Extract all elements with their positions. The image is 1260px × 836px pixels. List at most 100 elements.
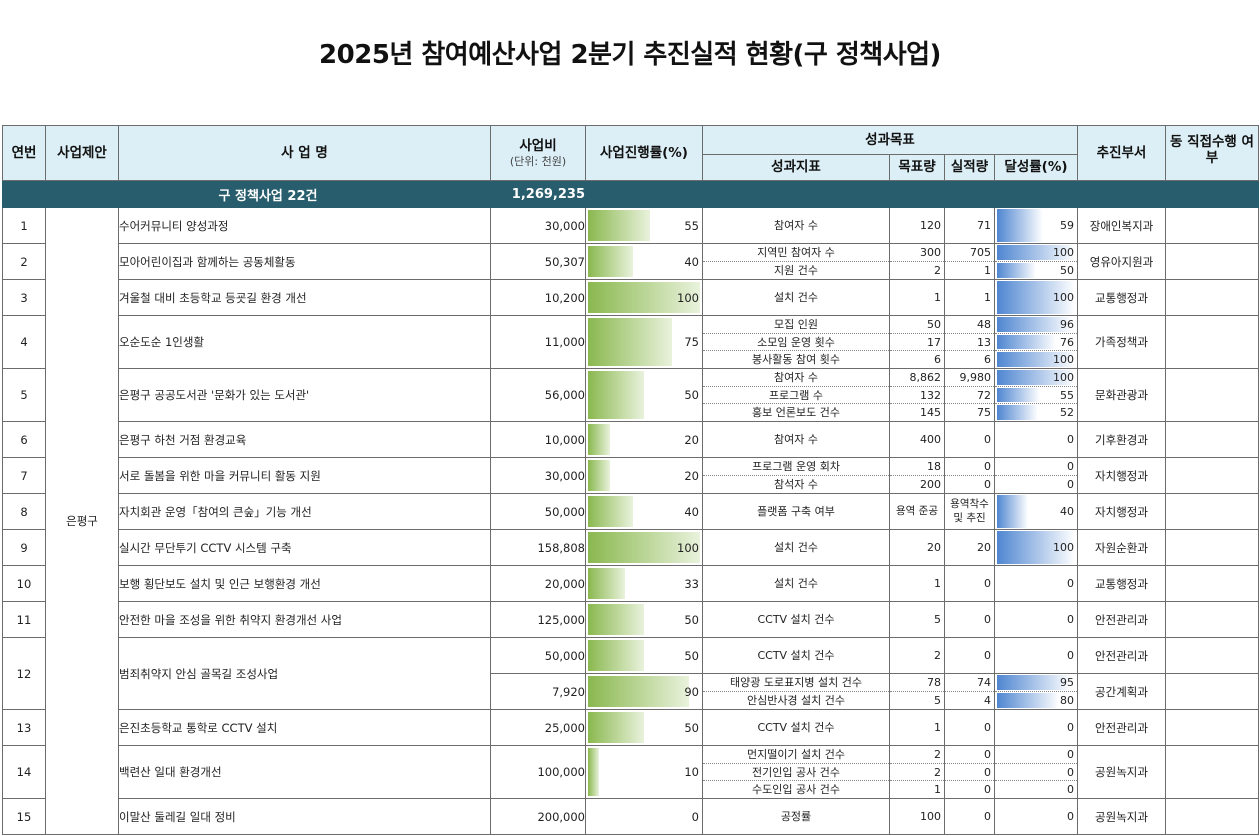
progress-rate-bar: [588, 210, 650, 241]
row-number: 9: [2, 529, 46, 566]
project-name: 모아어린이집과 함께하는 공동체활동: [118, 243, 491, 280]
progress-rate-bar: [588, 318, 672, 366]
progress-rate-bar: [588, 604, 644, 635]
achieve-number: 0: [1067, 721, 1074, 734]
row-number: 8: [2, 493, 46, 530]
project-name: 백련산 일대 환경개선: [118, 745, 491, 799]
achieve-number: 100: [1053, 353, 1074, 367]
actual-value-item: 0: [984, 783, 991, 797]
progress-rate-cell: 0: [585, 798, 703, 835]
target-value-item: 50: [890, 317, 944, 334]
achieve-number: 95: [1060, 676, 1074, 689]
actual-value-item: 0: [984, 649, 991, 662]
direct-execution: [1165, 493, 1259, 530]
indicator-label-item: 모집 인원: [703, 317, 889, 334]
achieve-number: 96: [1060, 317, 1074, 331]
progress-rate-bar: [588, 640, 644, 671]
target-value-item: 용역 준공: [891, 495, 944, 529]
target-value-item: 2: [890, 764, 944, 782]
progress-rate-bar: [588, 371, 644, 419]
actual-value-item: 48: [945, 317, 994, 334]
target-value-item: 1: [934, 291, 941, 304]
direct-execution: [1165, 709, 1259, 746]
target-value-cell: 78 5: [889, 673, 945, 710]
achieve-value-item: 0: [996, 567, 1077, 601]
achieve-value-cell: 0: [994, 565, 1078, 602]
achieve-value-cell: 0 0 0: [994, 745, 1078, 799]
actual-value-item: 0: [984, 577, 991, 590]
department: 자치행정과: [1077, 457, 1166, 494]
achieve-bar: [997, 693, 1060, 708]
target-value-cell: 1: [889, 565, 945, 602]
progress-rate-cell: 33: [585, 565, 703, 602]
table-row: 5 은평구 공공도서관 '문화가 있는 도서관' 56,000 50 참여자 수 프로그램…: [2, 368, 1259, 422]
indicator-label-cell: 태양광 도로표지병 설치 건수 안심반사경 설치 건수: [702, 673, 890, 710]
department: 안전관리과: [1077, 709, 1166, 746]
total-row: 구 정책사업 22건 1,269,235: [2, 180, 1259, 208]
progress-rate-value: 55: [684, 218, 699, 233]
actual-value-item: 1: [984, 264, 991, 277]
achieve-value-item: 0: [995, 747, 1077, 764]
department: 문화관광과: [1077, 368, 1166, 422]
project-cost: 30,000: [490, 207, 586, 244]
achieve-bar: [997, 317, 1072, 332]
actual-value-item: 13: [945, 334, 994, 352]
target-value-item: 6: [934, 353, 941, 367]
department: 장애인복지과: [1077, 207, 1166, 244]
project-cost: 10,200: [490, 279, 586, 316]
progress-rate-value: 40: [684, 504, 699, 519]
achieve-number: 0: [1067, 613, 1074, 626]
progress-rate-bar: [588, 496, 633, 527]
target-value-item: 1: [934, 783, 941, 797]
indicator-label-item: 플랫폼 구축 여부: [757, 505, 835, 518]
row-number: 10: [2, 565, 46, 602]
progress-rate-cell: 20: [585, 457, 703, 494]
achieve-number: 0: [1067, 783, 1074, 797]
indicator-label-item: 지원 건수: [774, 264, 818, 277]
indicator-label-cell: 플랫폼 구축 여부: [702, 493, 890, 530]
target-value-cell: 8,862 132 145: [889, 368, 945, 422]
col-header-cost: 사업비 (단위: 천원): [490, 125, 586, 181]
actual-value-item: 용역착수 및 추진: [946, 495, 994, 529]
achieve-value-item: 0: [995, 459, 1077, 476]
target-value-item: 78: [890, 675, 944, 692]
direct-execution: [1165, 673, 1259, 710]
achieve-bar: [997, 209, 1044, 242]
row-number: 14: [2, 745, 46, 799]
achieve-value-item: 52: [996, 404, 1077, 421]
actual-value-item: 0: [984, 613, 991, 626]
project-cost: 158,808: [490, 529, 586, 566]
actual-value-cell: 71: [944, 207, 995, 244]
actual-value-cell: 용역착수 및 추진: [944, 493, 995, 530]
achieve-value-cell: 0: [994, 421, 1078, 458]
achieve-bar: [997, 334, 1057, 350]
indicator-label-item: 전기인입 공사 건수: [703, 764, 889, 782]
project-name: 은평구 하천 거점 환경교육: [118, 421, 491, 458]
indicator-label-item: 홍보 언론보도 건수: [752, 406, 840, 420]
total-cost: 1,269,235: [490, 180, 586, 208]
achieve-bar: [997, 245, 1075, 260]
col-header-target: 목표량: [889, 154, 945, 181]
achieve-number: 100: [1053, 246, 1074, 259]
indicator-label-cell: CCTV 설치 건수: [702, 601, 890, 638]
progress-rate-bar: [588, 676, 689, 707]
actual-value-item: 6: [984, 353, 991, 367]
indicator-label-item: 프로그램 수: [703, 387, 889, 405]
table-row: 7,920 90 태양광 도로표지병 설치 건수 안심반사경 설치 건수 78 5 74 4 9…: [3, 673, 1259, 710]
proposal-cell: 은평구: [45, 207, 119, 835]
progress-rate-bar: [588, 246, 633, 277]
target-value-item: 100: [920, 810, 941, 823]
indicator-label-item: 봉사활동 참여 횟수: [752, 353, 840, 367]
table-row: 1 은평구 수어커뮤니티 양성과정 30,000 55 참여자 수 120 71 59 장애인복지…: [2, 207, 1259, 835]
indicator-label-cell: 참여자 수: [702, 421, 890, 458]
achieve-number: 0: [1067, 810, 1074, 823]
achieve-value-item: 100: [996, 531, 1077, 565]
achieve-number: 0: [1067, 747, 1074, 761]
progress-rate-value: 20: [684, 432, 699, 447]
table-row: 9 실시간 무단투기 CCTV 시스템 구축 158,808 100 설치 건수 20 20…: [2, 529, 1259, 566]
indicator-label-cell: 설치 건수: [702, 565, 890, 602]
progress-rate-cell: 75: [585, 315, 703, 369]
achieve-value-item: 100: [996, 281, 1077, 315]
